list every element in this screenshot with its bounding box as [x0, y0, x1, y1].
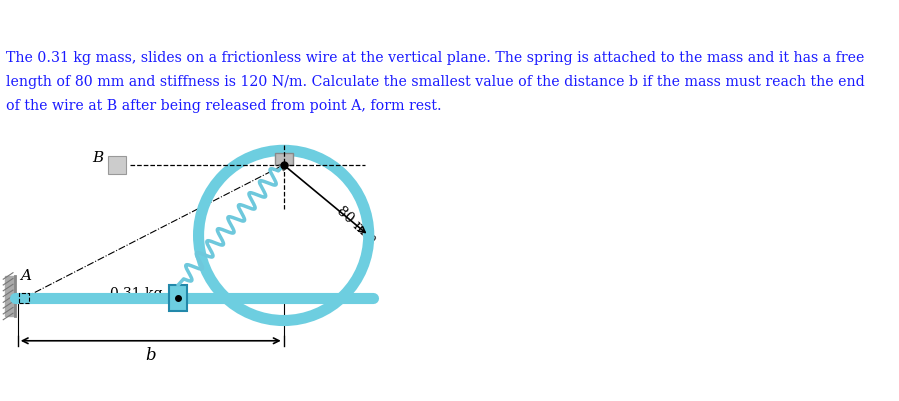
Bar	[4, 276, 14, 316]
Text: b: b	[146, 347, 156, 364]
Text: A: A	[21, 269, 31, 283]
Bar	[108, 156, 126, 174]
Text: 80 mm: 80 mm	[334, 204, 379, 247]
Text: The 0.31 kg mass, slides on a frictionless wire at the vertical plane. The sprin: The 0.31 kg mass, slides on a frictionle…	[6, 51, 865, 65]
Text: 0.31 kg: 0.31 kg	[111, 287, 163, 301]
Bar	[275, 153, 292, 165]
Text: length of 80 mm and stiffness is 120 N/m. Calculate the smallest value of the di: length of 80 mm and stiffness is 120 N/m…	[6, 75, 865, 89]
Text: B: B	[93, 152, 103, 166]
Bar	[169, 285, 187, 311]
Text: of the wire at B after being released from point A, form rest.: of the wire at B after being released fr…	[6, 99, 442, 113]
